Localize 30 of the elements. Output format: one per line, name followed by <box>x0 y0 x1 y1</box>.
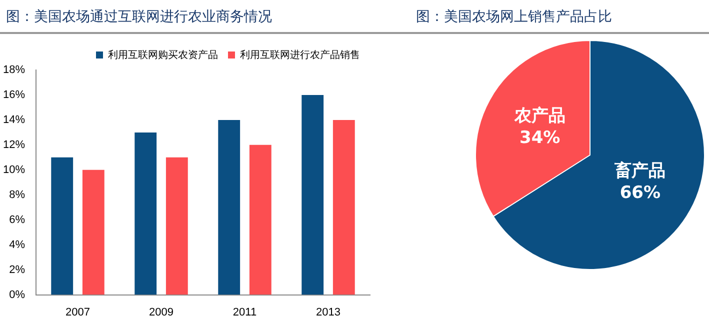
bar <box>166 157 188 295</box>
y-tick-label: 12% <box>2 138 26 151</box>
y-tick-label: 6% <box>9 214 26 226</box>
legend-label: 利用互联网购买农资产品 <box>108 48 218 61</box>
y-tick-label: 4% <box>9 238 26 251</box>
y-tick-label: 2% <box>9 264 26 276</box>
bar <box>332 120 355 295</box>
x-tick-label: 2007 <box>66 306 90 318</box>
bar <box>302 94 324 295</box>
bar <box>134 132 157 295</box>
y-tick-label: 18% <box>2 64 26 76</box>
legend-label: 利用互联网进行农产品销售 <box>240 48 360 61</box>
y-tick-label: 14% <box>2 114 26 126</box>
bar <box>218 120 240 295</box>
x-tick-label: 2011 <box>232 306 257 318</box>
y-tick-label: 8% <box>9 188 26 201</box>
y-tick-label: 0% <box>9 288 26 301</box>
chart-title: 图：美国农场网上销售产品占比 <box>416 8 612 26</box>
chart-title: 图：美国农场通过互联网进行农业商务情况 <box>6 8 272 26</box>
slice-label: 畜产品 <box>614 160 666 181</box>
x-tick-label: 2013 <box>316 306 340 318</box>
y-tick-label: 16% <box>2 89 26 102</box>
slice-label: 农产品 <box>513 106 566 126</box>
y-tick-label: 10% <box>2 164 26 176</box>
data-label: 66% <box>620 183 661 203</box>
data-label: 34% <box>519 128 560 148</box>
bar <box>51 157 74 295</box>
x-tick-label: 2009 <box>149 306 174 318</box>
bar <box>249 144 272 295</box>
bar <box>82 170 104 295</box>
